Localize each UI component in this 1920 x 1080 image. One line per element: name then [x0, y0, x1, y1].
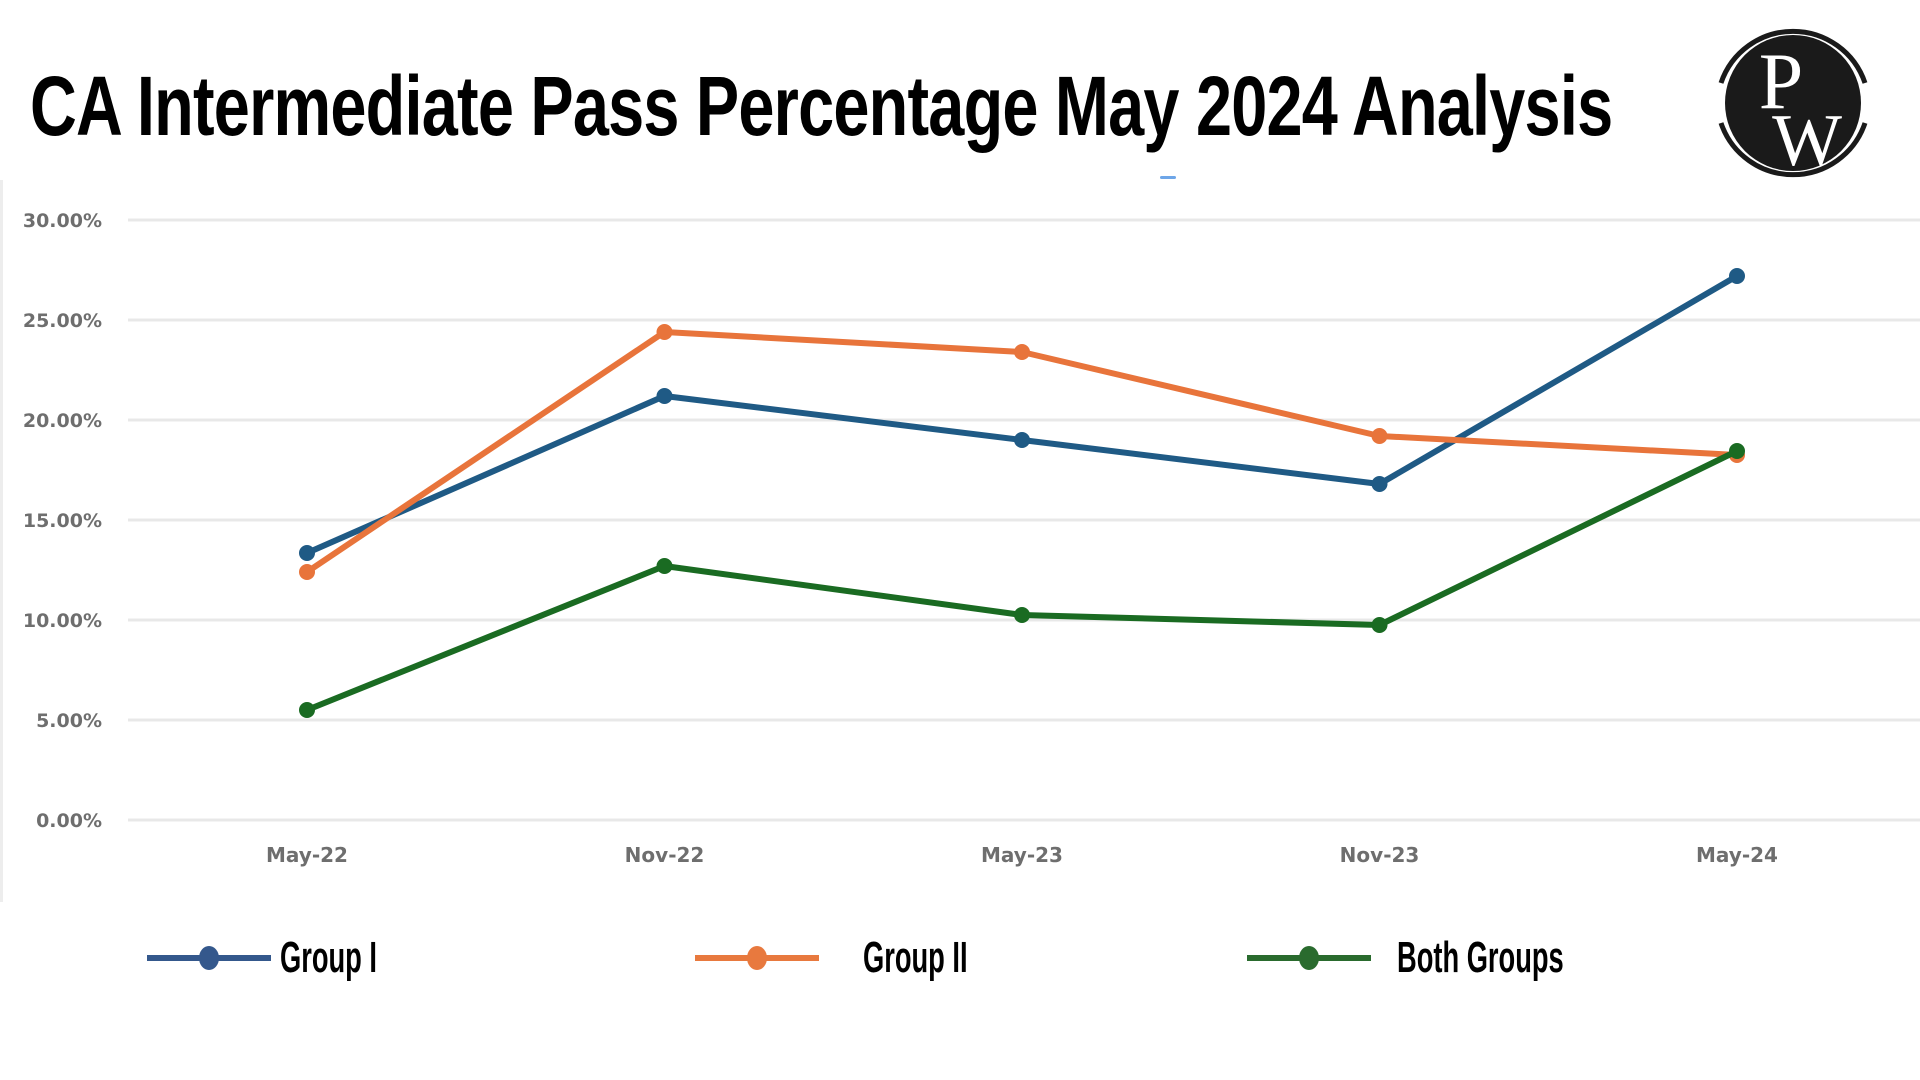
y-tick-label: 15.00% — [23, 510, 102, 532]
data-point[interactable] — [656, 324, 673, 340]
legend-label: Group II — [863, 933, 968, 982]
chart-title: CA Intermediate Pass Percentage May 2024… — [30, 59, 1613, 153]
data-point[interactable] — [1371, 476, 1388, 492]
legend-marker-icon — [695, 946, 819, 970]
x-tick-label: Nov-23 — [1340, 843, 1420, 867]
series-line — [305, 448, 1739, 713]
data-point[interactable] — [1014, 344, 1030, 360]
data-point[interactable] — [299, 564, 315, 580]
y-tick-label: 20.00% — [23, 410, 102, 432]
y-tick-label: 25.00% — [23, 310, 102, 332]
chart-area — [0, 180, 1920, 902]
data-point[interactable] — [1014, 432, 1030, 448]
x-tick-label: May-23 — [981, 843, 1063, 867]
legend-marker-icon — [147, 946, 271, 970]
data-point[interactable] — [1371, 428, 1388, 444]
x-tick-label: May-22 — [266, 843, 348, 867]
legend-label: Both Groups — [1397, 933, 1564, 982]
y-tick-label: 0.00% — [36, 810, 102, 832]
data-point[interactable] — [299, 545, 315, 561]
data-point[interactable] — [656, 388, 673, 404]
decorative-mark — [1160, 176, 1176, 179]
x-tick-label: Nov-22 — [625, 843, 705, 867]
data-point[interactable] — [1371, 617, 1388, 633]
series-both-groups — [299, 443, 1745, 718]
y-axis-ticks: 0.00% 5.00% 10.00% 15.00% 20.00% 25.00% 30.00% — [23, 210, 102, 832]
data-point[interactable] — [1729, 443, 1745, 459]
data-point[interactable] — [656, 558, 673, 574]
pw-logo-icon: P W — [1718, 28, 1868, 182]
x-tick-label: May-24 — [1696, 843, 1778, 867]
legend-marker-icon — [1247, 946, 1371, 970]
series-line — [305, 329, 1738, 575]
series-group-ii — [299, 324, 1745, 580]
data-point[interactable] — [1014, 607, 1030, 623]
data-point[interactable] — [1729, 268, 1745, 284]
logo-letter-p: P — [1759, 38, 1804, 126]
y-tick-label: 10.00% — [23, 610, 102, 632]
x-axis-ticks: May-22 Nov-22 May-23 Nov-23 May-24 — [266, 843, 1778, 867]
series-line — [305, 273, 1739, 556]
y-tick-label: 30.00% — [23, 210, 102, 232]
gridlines — [128, 218, 1920, 822]
data-point[interactable] — [299, 702, 315, 718]
legend-label: Group I — [280, 933, 377, 982]
logo-letter-w: W — [1772, 100, 1842, 182]
y-tick-label: 5.00% — [36, 710, 102, 732]
series-lines — [299, 268, 1745, 718]
series-group-i — [299, 268, 1745, 561]
